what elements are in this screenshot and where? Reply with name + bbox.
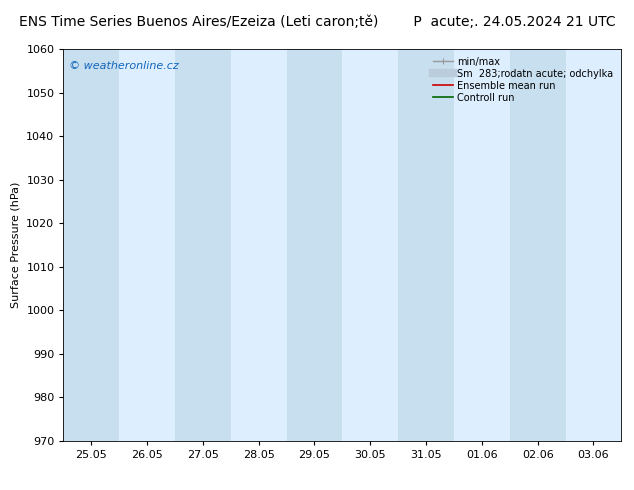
Text: ENS Time Series Buenos Aires/Ezeiza (Leti caron;tě)        P  acute;. 24.05.2024: ENS Time Series Buenos Aires/Ezeiza (Let… xyxy=(18,15,616,29)
Bar xyxy=(510,49,566,441)
Bar xyxy=(287,49,342,441)
Bar xyxy=(398,49,454,441)
Y-axis label: Surface Pressure (hPa): Surface Pressure (hPa) xyxy=(11,182,21,308)
Bar xyxy=(454,49,510,441)
Bar xyxy=(566,49,621,441)
Legend: min/max, Sm  283;rodatn acute; odchylka, Ensemble mean run, Controll run: min/max, Sm 283;rodatn acute; odchylka, … xyxy=(430,54,616,105)
Bar xyxy=(342,49,398,441)
Text: © weatheronline.cz: © weatheronline.cz xyxy=(69,61,179,71)
Bar xyxy=(119,49,175,441)
Bar xyxy=(231,49,287,441)
Bar xyxy=(175,49,231,441)
Bar xyxy=(63,49,119,441)
